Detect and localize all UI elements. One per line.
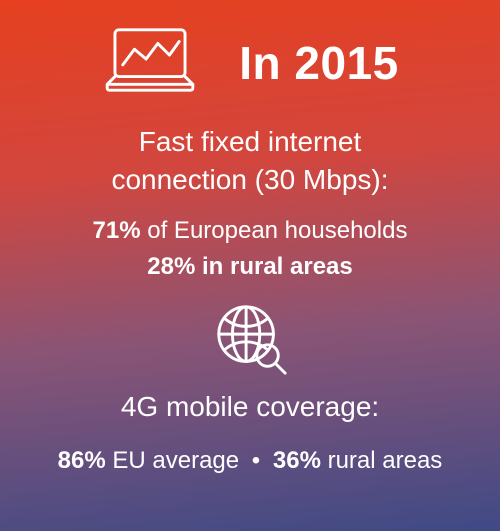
laptop-chart-icon — [101, 24, 199, 101]
section2-heading: 4G mobile coverage: — [30, 391, 470, 423]
section1-heading-line2: connection (30 Mbps): — [111, 164, 388, 195]
globe-search-icon — [30, 299, 470, 377]
section1-stat-2: 28% in rural areas — [30, 253, 470, 281]
section1-heading: Fast fixed internet connection (30 Mbps)… — [30, 123, 470, 199]
separator-dot: • — [246, 447, 266, 475]
year-title: In 2015 — [239, 36, 399, 90]
section1-stat-1: 71% of European households — [30, 217, 470, 245]
header-row: In 2015 — [30, 24, 470, 101]
statA-text: EU average — [106, 447, 239, 474]
stat1-percent: 71% — [93, 217, 141, 244]
section1-heading-line1: Fast fixed internet — [139, 126, 362, 157]
stat1-text: of European households — [141, 217, 408, 244]
section2-stats: 86% EU average • 36% rural areas — [30, 447, 470, 475]
statA-percent: 86% — [58, 447, 106, 474]
statB-percent: 36% — [273, 447, 321, 474]
infographic-card: In 2015 Fast fixed internet connection (… — [0, 0, 500, 531]
stat2-percent: 28% — [147, 253, 195, 280]
stat2-text: in rural areas — [195, 253, 352, 280]
content: In 2015 Fast fixed internet connection (… — [0, 0, 500, 475]
statB-text: rural areas — [321, 447, 442, 474]
